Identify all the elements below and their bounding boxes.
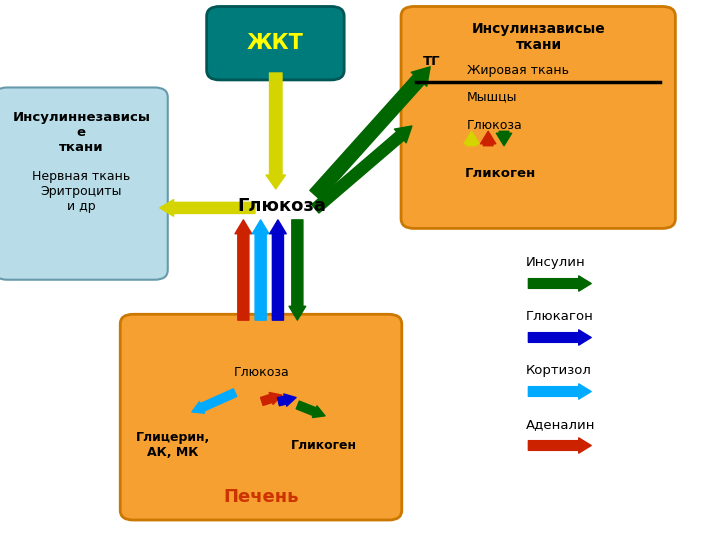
Text: Кортизол: Кортизол: [526, 364, 591, 377]
FancyBboxPatch shape: [120, 314, 402, 520]
Text: Глюкоза: Глюкоза: [467, 119, 522, 132]
Text: Гликоген: Гликоген: [465, 167, 536, 180]
Text: Глюкагон: Глюкагон: [526, 310, 593, 323]
Text: Глицерин,
АК, МК: Глицерин, АК, МК: [135, 431, 210, 460]
Text: Жировая ткань: Жировая ткань: [467, 64, 569, 77]
FancyBboxPatch shape: [207, 6, 344, 80]
FancyBboxPatch shape: [401, 6, 675, 228]
Text: Глюкоза: Глюкоза: [233, 366, 289, 379]
Text: Мышцы: Мышцы: [467, 91, 517, 104]
Text: Нервная ткань
Эритроциты
и др: Нервная ткань Эритроциты и др: [32, 170, 130, 213]
Text: Глюкоза: Глюкоза: [238, 197, 327, 215]
Text: Печень: Печень: [224, 488, 299, 506]
Text: ЖКТ: ЖКТ: [247, 33, 304, 53]
Text: ТГ: ТГ: [423, 55, 441, 68]
Text: Инсулиннезависы
е
ткани: Инсулиннезависы е ткани: [12, 111, 150, 154]
FancyBboxPatch shape: [0, 87, 168, 280]
Text: Гликоген: Гликоген: [291, 439, 357, 452]
Text: Инсулинзависые
ткани: Инсулинзависые ткани: [472, 22, 606, 52]
Text: Аденалин: Аденалин: [526, 418, 595, 431]
Text: Инсулин: Инсулин: [526, 256, 585, 269]
